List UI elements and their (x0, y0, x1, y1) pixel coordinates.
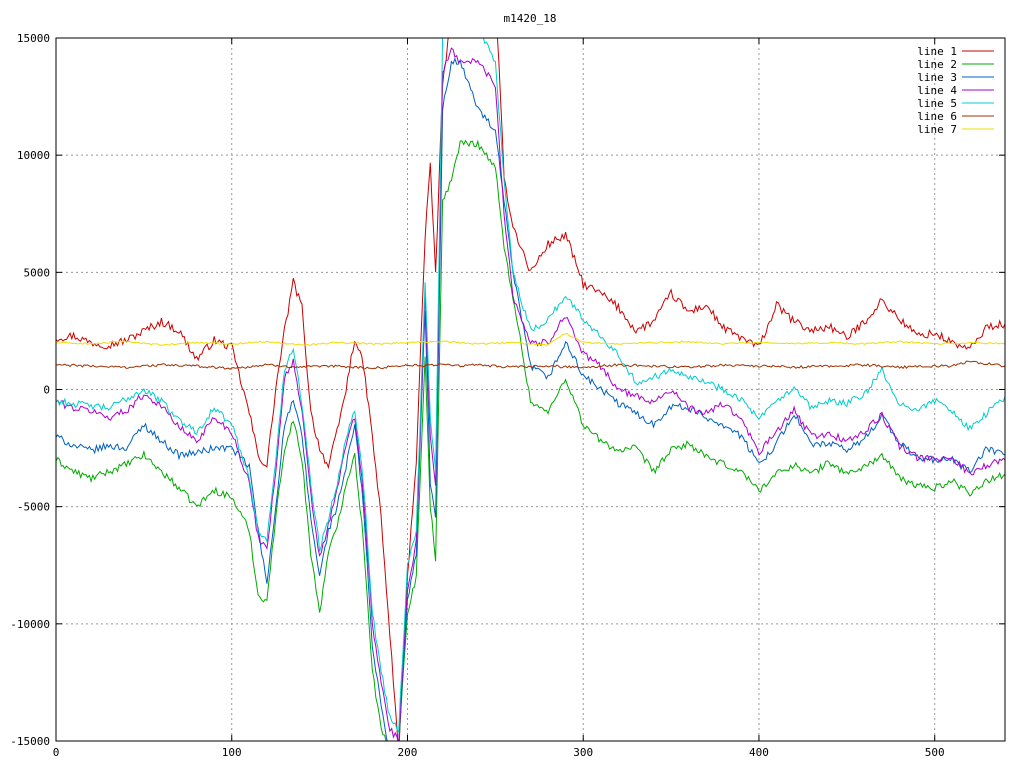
y-axis-ticks: -15000 -10000 -5000 0 5000 10000 15000 (10, 32, 1005, 748)
legend-label-1: line 1 (917, 45, 957, 58)
y-tick-label: -10000 (10, 618, 50, 631)
y-tick-label: 10000 (17, 149, 50, 162)
series-line-2 (56, 139, 1005, 741)
series-line-7 (56, 333, 1005, 346)
legend-label-6: line 6 (917, 110, 957, 123)
legend-label-2: line 2 (917, 58, 957, 71)
y-tick-label: -15000 (10, 735, 50, 748)
x-tick-label: 500 (925, 746, 945, 759)
x-tick-label: 300 (573, 746, 593, 759)
series-line-6 (56, 360, 1005, 370)
x-tick-label: 0 (53, 746, 60, 759)
legend-label-3: line 3 (917, 71, 957, 84)
series-line-5 (56, 38, 1005, 734)
y-tick-label: 0 (43, 384, 50, 397)
legend-label-7: line 7 (917, 123, 957, 136)
series-layer (56, 38, 1005, 741)
series-line-3 (56, 56, 1005, 741)
series-line-4 (56, 47, 1005, 741)
x-tick-label: 400 (749, 746, 769, 759)
y-tick-label: 5000 (24, 266, 51, 279)
x-tick-label: 100 (222, 746, 242, 759)
y-tick-label: 15000 (17, 32, 50, 45)
series-line-1 (56, 38, 1005, 741)
legend-label-5: line 5 (917, 97, 957, 110)
chart-title: m1420_18 (504, 12, 557, 25)
legend-label-4: line 4 (917, 84, 957, 97)
x-tick-label: 200 (398, 746, 418, 759)
gridlines (56, 38, 1005, 741)
y-tick-label: -5000 (17, 501, 50, 514)
x-axis-ticks: 0 100 200 300 400 500 (53, 38, 945, 759)
